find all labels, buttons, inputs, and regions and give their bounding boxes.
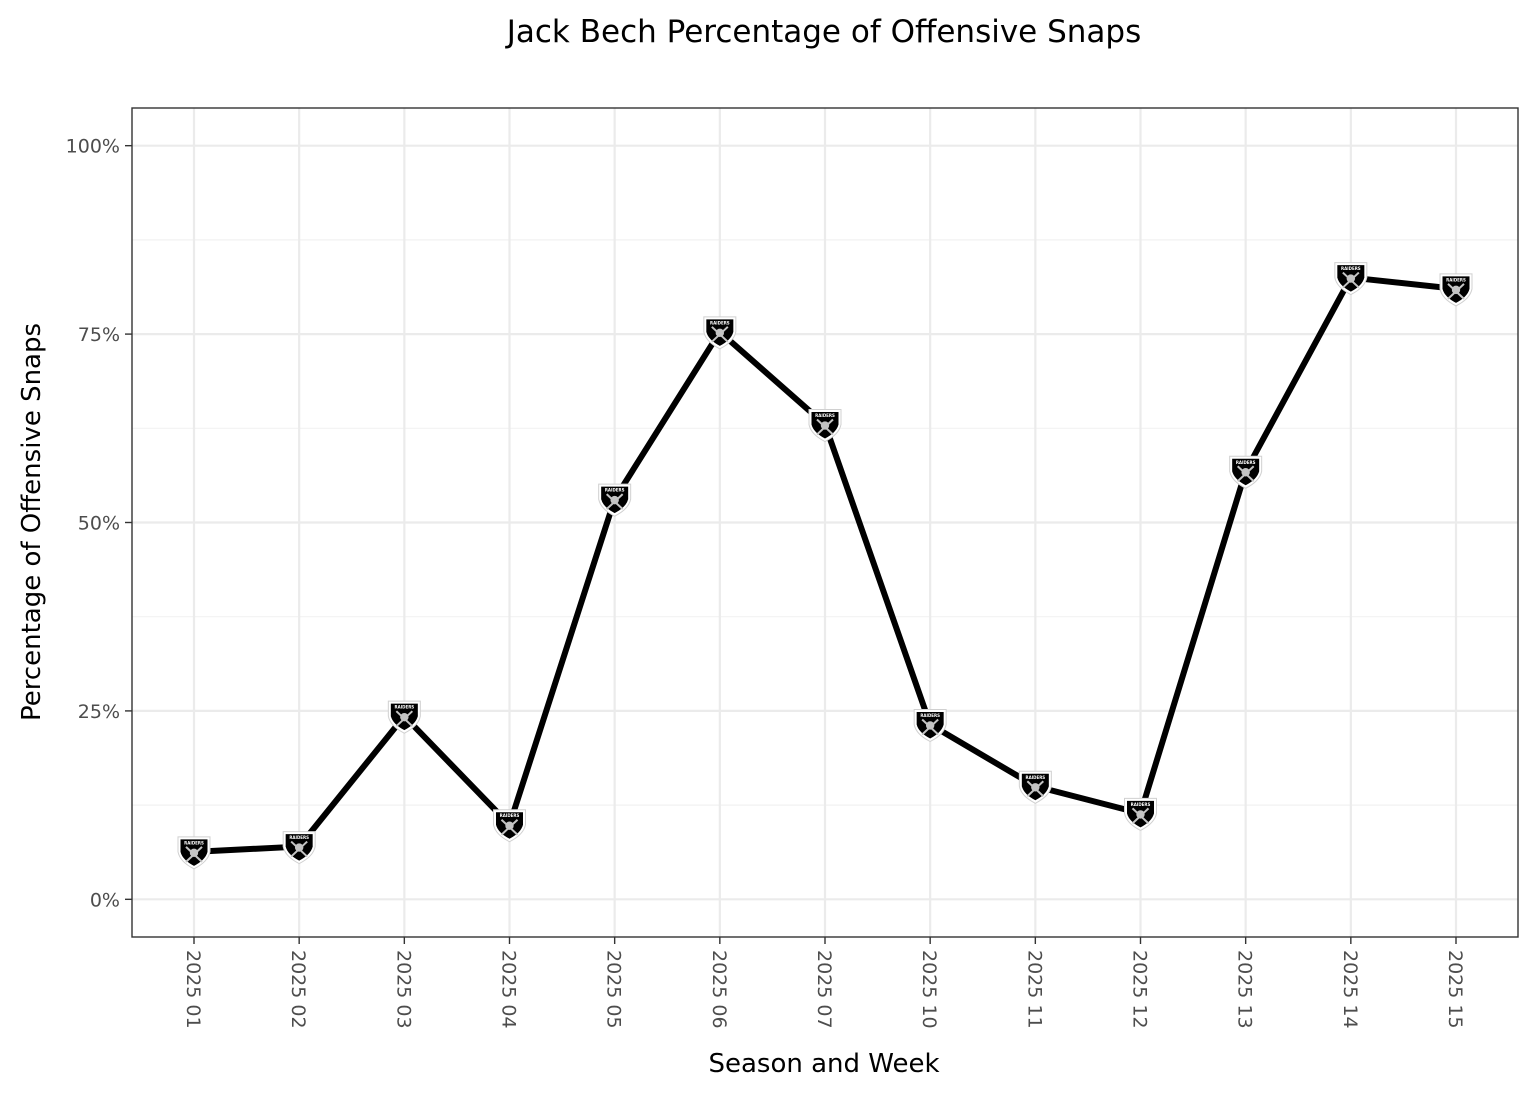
grid	[132, 108, 1518, 937]
y-axis: 0% 25% 50% 75% 100%	[66, 136, 132, 911]
x-axis: 2025 01 2025 02 2025 03 2025 04 2025 05 2025 …	[182, 937, 1466, 1029]
y-tick-label: 50%	[78, 513, 120, 535]
chart-title: Jack Bech Percentage of Offensive Snaps	[505, 14, 1142, 50]
raiders-shield-icon	[913, 708, 948, 743]
raiders-shield-icon	[282, 830, 317, 865]
y-tick-label: 100%	[66, 136, 120, 158]
raiders-shield-icon	[1333, 261, 1368, 296]
raiders-shield-icon	[1018, 770, 1053, 805]
y-tick-label: 0%	[90, 889, 120, 911]
x-tick-label: 2025 04	[498, 950, 520, 1029]
y-tick-label: 75%	[78, 324, 120, 346]
x-tick-label: 2025 12	[1129, 950, 1151, 1029]
raiders-shield-icon	[597, 483, 632, 518]
raiders-shield-icon	[1123, 797, 1158, 832]
x-axis-title: Season and Week	[708, 1049, 939, 1079]
x-tick-label: 2025 06	[708, 950, 730, 1029]
y-tick-label: 25%	[78, 701, 120, 723]
raiders-shield-icon	[1228, 455, 1263, 490]
x-tick-label: 2025 15	[1444, 950, 1466, 1029]
y-axis-title: Percentage of Offensive Snaps	[17, 323, 47, 721]
x-tick-label: 2025 14	[1339, 950, 1361, 1029]
x-tick-label: 2025 13	[1234, 950, 1256, 1029]
x-tick-label: 2025 05	[603, 950, 625, 1029]
x-tick-label: 2025 02	[287, 950, 309, 1029]
plot-panel	[131, 107, 1519, 938]
raiders-shield-icon	[1439, 272, 1473, 307]
x-tick-label: 2025 11	[1023, 950, 1045, 1029]
raiders-shield-icon	[492, 808, 527, 843]
x-tick-label: 2025 07	[813, 950, 835, 1029]
raiders-shield-icon	[808, 408, 842, 443]
x-tick-label: 2025 03	[392, 950, 414, 1029]
x-tick-label: 2025 10	[918, 950, 940, 1029]
raiders-shield-icon	[177, 835, 211, 870]
x-tick-label: 2025 01	[182, 950, 204, 1029]
